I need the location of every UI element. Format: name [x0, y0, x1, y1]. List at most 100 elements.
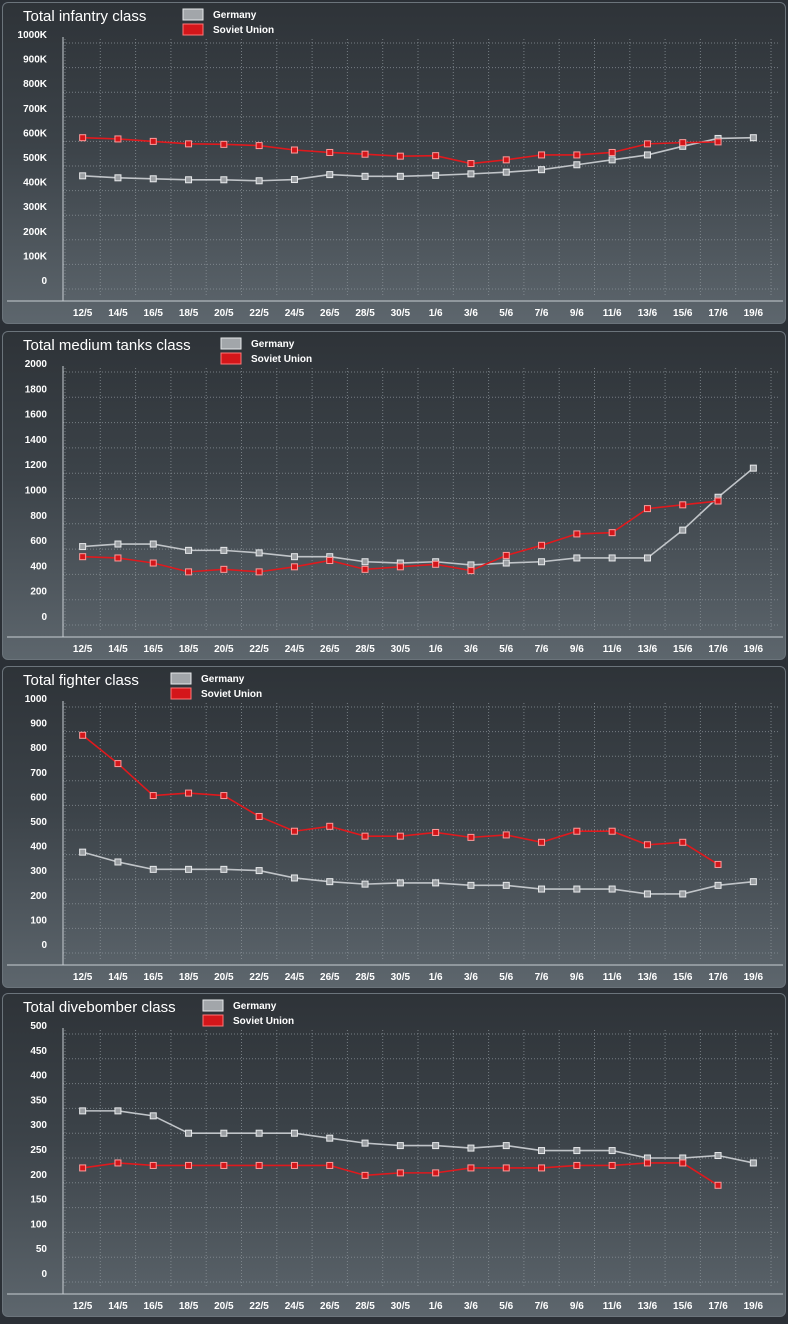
data-point-germany: [467, 561, 475, 569]
data-point-germany: [608, 1147, 616, 1155]
data-point-soviet-union: [502, 1164, 510, 1172]
y-tick-label: 0: [41, 276, 47, 287]
data-point-soviet-union: [573, 1161, 581, 1169]
data-point-soviet-union: [538, 838, 546, 846]
data-point-germany: [573, 161, 581, 169]
data-point-soviet-union: [290, 146, 298, 154]
data-point-germany: [185, 176, 193, 184]
data-point-germany: [220, 546, 228, 554]
data-point-soviet-union: [114, 1159, 122, 1167]
x-tick-label: 22/5: [249, 1301, 269, 1312]
y-tick-label: 450: [30, 1046, 47, 1057]
data-point-soviet-union: [290, 563, 298, 571]
data-point-soviet-union: [608, 1161, 616, 1169]
legend-germany-swatch: [182, 8, 204, 21]
data-point-germany: [749, 134, 757, 142]
x-tick-label: 24/5: [285, 308, 305, 319]
data-point-germany: [714, 1152, 722, 1160]
data-point-soviet-union: [79, 1164, 87, 1172]
data-point-soviet-union: [149, 1161, 157, 1169]
data-point-soviet-union: [679, 501, 687, 509]
data-point-soviet-union: [679, 838, 687, 846]
data-point-soviet-union: [714, 497, 722, 505]
x-tick-label: 3/6: [464, 972, 478, 983]
data-point-soviet-union: [326, 556, 334, 564]
x-tick-label: 17/6: [708, 1301, 728, 1312]
x-tick-label: 11/6: [603, 308, 622, 319]
legend-soviet-union-label: Soviet Union: [213, 25, 274, 36]
data-point-germany: [255, 177, 263, 185]
data-point-germany: [502, 1142, 510, 1150]
data-point-soviet-union: [502, 551, 510, 559]
data-point-soviet-union: [220, 792, 228, 800]
y-tick-label: 600: [30, 536, 47, 547]
data-point-soviet-union: [185, 140, 193, 148]
y-tick-label: 50: [36, 1244, 48, 1255]
x-tick-label: 15/6: [673, 972, 693, 983]
data-point-germany: [573, 885, 581, 893]
legend-germany-label: Germany: [251, 339, 295, 350]
data-point-germany: [538, 166, 546, 174]
data-point-germany: [220, 176, 228, 184]
x-tick-label: 20/5: [214, 644, 234, 655]
y-tick-label: 500K: [23, 153, 48, 164]
legend-germany-swatch: [220, 337, 242, 350]
chart-svg: Total divebomber class Germany Soviet Unio…: [7, 999, 783, 1312]
data-point-germany: [538, 558, 546, 566]
x-tick-label: 12/5: [73, 308, 93, 319]
legend-soviet-union-swatch: [170, 687, 192, 700]
data-point-soviet-union: [467, 833, 475, 841]
x-tick-label: 9/6: [570, 1301, 584, 1312]
legend-soviet-union-label: Soviet Union: [251, 354, 312, 365]
x-tick-label: 22/5: [249, 644, 269, 655]
data-point-germany: [749, 878, 757, 886]
y-tick-label: 150: [30, 1195, 47, 1206]
data-point-soviet-union: [149, 792, 157, 800]
x-tick-label: 17/6: [708, 308, 728, 319]
y-tick-label: 800: [30, 743, 47, 754]
x-tick-label: 14/5: [108, 972, 128, 983]
data-point-germany: [643, 890, 651, 898]
x-tick-label: 19/6: [744, 644, 764, 655]
data-point-germany: [290, 874, 298, 882]
legend-germany-label: Germany: [213, 10, 257, 21]
data-point-soviet-union: [220, 565, 228, 573]
data-point-soviet-union: [220, 140, 228, 148]
data-point-soviet-union: [114, 760, 122, 768]
data-point-germany: [220, 865, 228, 873]
data-point-soviet-union: [643, 841, 651, 849]
y-tick-label: 800: [30, 511, 47, 522]
data-point-germany: [326, 878, 334, 886]
x-tick-label: 30/5: [391, 644, 411, 655]
x-tick-label: 30/5: [391, 1301, 411, 1312]
x-tick-label: 15/6: [673, 308, 693, 319]
y-tick-label: 200: [30, 891, 47, 902]
x-tick-label: 12/5: [73, 1301, 93, 1312]
data-point-soviet-union: [538, 151, 546, 159]
y-tick-label: 200: [30, 1170, 47, 1181]
data-point-soviet-union: [467, 567, 475, 575]
legend-germany-label: Germany: [233, 1001, 277, 1012]
data-point-germany: [432, 171, 440, 179]
data-point-soviet-union: [114, 135, 122, 143]
data-point-soviet-union: [643, 505, 651, 513]
x-tick-label: 24/5: [285, 644, 305, 655]
data-point-soviet-union: [608, 827, 616, 835]
legend-soviet-union: Soviet Union: [202, 1014, 294, 1027]
data-point-soviet-union: [432, 560, 440, 568]
data-point-germany: [538, 1147, 546, 1155]
data-point-germany: [255, 1129, 263, 1137]
data-point-soviet-union: [185, 568, 193, 576]
y-tick-label: 100: [30, 915, 47, 926]
data-point-germany: [185, 546, 193, 554]
y-tick-label: 700K: [23, 104, 48, 115]
legend-germany: Germany: [202, 999, 277, 1012]
data-point-soviet-union: [361, 1171, 369, 1179]
x-tick-label: 15/6: [673, 644, 693, 655]
x-tick-label: 18/5: [179, 972, 199, 983]
data-point-germany: [679, 890, 687, 898]
data-point-soviet-union: [185, 789, 193, 797]
series-line-germany: [82, 1110, 754, 1164]
data-point-soviet-union: [714, 138, 722, 146]
data-point-soviet-union: [502, 156, 510, 164]
